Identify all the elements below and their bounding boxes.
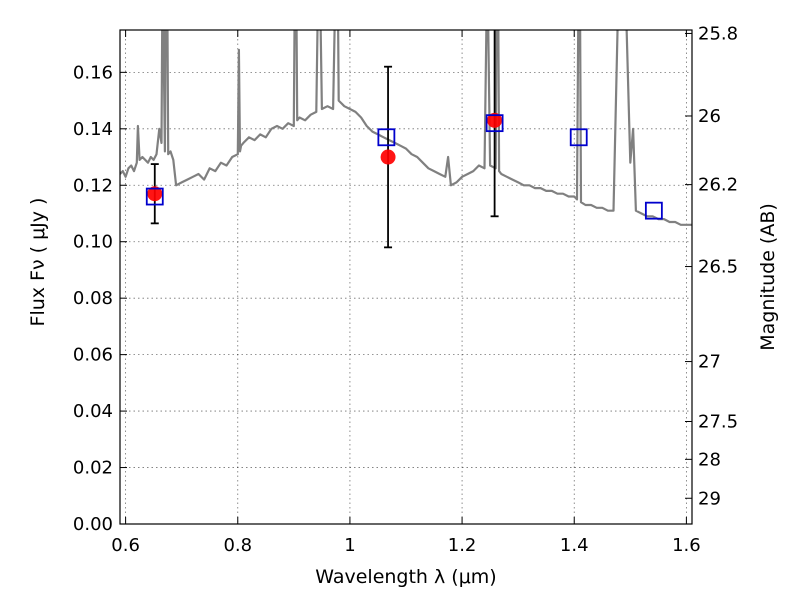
synthetic-point xyxy=(644,201,663,220)
observed-errorbars xyxy=(150,30,499,249)
magnitude-tick-label: 26.5 xyxy=(698,257,738,278)
observed-points xyxy=(147,112,503,202)
observed-point xyxy=(487,112,503,128)
observed-point xyxy=(380,149,396,165)
y-tick-label: 0.16 xyxy=(73,62,113,83)
y-tick-label: 0.12 xyxy=(73,175,113,196)
x-tick-label: 0.6 xyxy=(111,535,140,556)
y-tick-label: 0.04 xyxy=(73,401,113,422)
synthetic-point xyxy=(145,187,164,206)
x-tick-label: 1.2 xyxy=(448,535,477,556)
plot-area xyxy=(120,30,692,226)
magnitude-tick-label: 26 xyxy=(698,106,721,127)
x-tick-label: 0.8 xyxy=(223,535,252,556)
magnitude-tick-label: 27 xyxy=(698,352,721,373)
magnitude-tick-label: 28 xyxy=(698,449,721,470)
grid xyxy=(120,30,692,525)
y-axis-ticks: 0.00 0.02 0.04 0.06 0.08 0.10 0.12 0.14 0.16 xyxy=(73,62,127,535)
y-tick-label: 0.08 xyxy=(73,288,113,309)
synthetic-points xyxy=(145,114,663,220)
magnitude-tick-label: 27.5 xyxy=(698,412,738,433)
y-tick-label: 0.00 xyxy=(73,514,113,535)
x-axis-label: Wavelength λ (μm) xyxy=(315,566,496,588)
observed-point xyxy=(147,186,163,202)
synthetic-point xyxy=(377,128,396,147)
x-tick-label: 1.4 xyxy=(560,535,589,556)
y-tick-label: 0.10 xyxy=(73,232,113,253)
x-axis-ticks: 0.6 0.8 1 1.2 1.4 1.6 xyxy=(111,30,701,556)
magnitude-tick-label: 25.8 xyxy=(698,23,738,44)
plot-frame xyxy=(119,29,693,525)
magnitude-axis-label: Magnitude (AB) xyxy=(757,203,779,351)
x-tick-label: 1 xyxy=(344,535,355,556)
model-spectrum-line xyxy=(120,30,692,226)
y-tick-label: 0.14 xyxy=(73,119,113,140)
y-tick-label: 0.02 xyxy=(73,458,113,479)
magnitude-tick-label: 29 xyxy=(698,488,721,509)
magnitude-tick-label: 26.2 xyxy=(698,175,738,196)
synthetic-point xyxy=(485,114,504,133)
x-tick-label: 1.6 xyxy=(672,535,701,556)
y-tick-label: 0.06 xyxy=(73,345,113,366)
y-axis-label: Flux Fν ( μJy ) xyxy=(27,198,49,327)
magnitude-axis-ticks: 25.8 26 26.2 26.5 27 27.5 28 29 xyxy=(685,23,738,509)
synthetic-point xyxy=(569,128,588,147)
